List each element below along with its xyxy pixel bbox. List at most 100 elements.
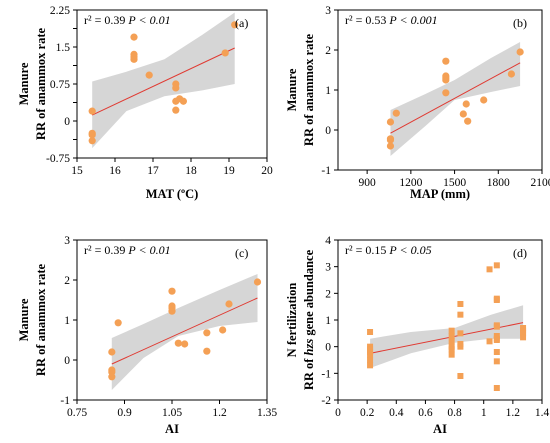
data-point [172,106,180,114]
p-value: P < 0.01 [127,243,170,257]
y-axis-title: N fertilization [285,283,299,358]
data-point [203,347,211,355]
confidence-band [92,12,235,149]
p-value: P < 0.01 [127,13,170,27]
data-point [493,358,500,365]
data-point [516,48,524,56]
data-point [507,70,515,78]
y-tick-label: -0.75 [46,153,70,165]
stat-annotation: r² = 0.15 P < 0.05 [345,243,432,257]
stat-annotation: r² = 0.53 P < 0.001 [345,13,438,27]
data-point [493,323,500,330]
x-tick-label: 0.6 [418,407,433,419]
data-point [172,97,180,105]
panel-label: (b) [513,16,527,30]
y-axis-title-part: hzs [302,339,316,356]
x-tick-label: 19 [223,165,235,177]
data-point [442,57,450,65]
data-point [442,76,450,84]
data-point [493,337,500,343]
y-axis-title: RR of anammox rate [34,27,48,140]
panel-label: (d) [513,246,527,260]
data-point [88,131,96,139]
x-tick-label: 0 [335,407,341,419]
chart-panel-a: 15 16 17 18 19 20 -0.75 0 0.75 1.5 2.25 r² = 0.39 P… [17,5,273,201]
y-axis-title-part: RR of [302,355,316,390]
confidence-band [370,305,524,368]
y-axis-title: RR of hzs gene abundance [302,249,316,390]
data-point [486,266,493,273]
x-tick-label: 1.2 [506,407,521,419]
data-point [367,357,374,363]
y-axis-title-part: gene abundance [302,249,316,338]
r-squared: r² = 0.53 [345,13,389,27]
data-point [448,351,455,358]
y-axis-title: RR of anammox rate [34,263,48,376]
x-tick-label: 1.35 [257,407,277,419]
data-point [367,362,374,369]
data-point [457,343,464,350]
confidence-band [111,274,258,390]
data-point [172,84,180,92]
x-tick-label: 17 [147,165,159,177]
x-tick-label: 1.2 [212,407,227,419]
y-axis-title: Manure [17,298,31,341]
x-tick-label: 15 [71,165,83,177]
data-point [203,329,211,337]
panel-label: (c) [235,246,248,260]
x-axis-title: MAT (ºC) [146,187,199,201]
regression-line [390,62,521,134]
data-point [114,319,122,327]
y-tick-label: 1 [325,315,331,327]
y-tick-label: 3 [64,235,70,247]
data-point [88,107,96,115]
data-point [457,373,464,379]
y-tick-label: 2 [325,288,331,300]
x-axis-title: AI [433,422,447,436]
x-tick-label: 1800 [487,177,510,189]
y-tick-label: -1 [321,368,331,380]
chart-panel-b: 900 1200 1500 1800 2100 -1 0 1 2 3 r² = 0.53 P < 0… [285,5,550,201]
data-point [219,326,227,334]
data-point [448,346,455,353]
data-point [225,300,233,308]
y-tick-label: 0 [64,116,70,128]
data-point [386,142,395,150]
r-squared: r² = 0.39 [84,243,128,257]
data-point [130,55,138,63]
x-tick-label: 900 [359,177,377,189]
stat-annotation: r² = 0.39 P < 0.01 [84,243,171,257]
y-tick-label: 4 [325,235,331,247]
data-point [464,117,472,125]
chart-panel-d: 0 0.2 0.4 0.6 0.8 1 1.2 1.4 -2 -1 0 1 2 3 4 r² = 0.15 P… [285,235,549,436]
data-point [448,338,455,345]
x-tick-label: 0.4 [389,407,404,419]
data-point [457,301,464,307]
data-point [367,351,374,358]
y-tick-label: 0 [64,355,70,367]
stat-annotation: r² = 0.39 P < 0.01 [84,13,171,27]
data-point [493,349,500,355]
y-tick-label: 2 [64,275,70,287]
data-point [108,348,116,356]
r-squared: r² = 0.39 [84,13,128,27]
p-value: P < 0.05 [388,243,431,257]
y-tick-label: 1.5 [56,42,71,54]
y-tick-label: -1 [321,165,331,177]
y-tick-label: -1 [60,395,70,407]
data-point [88,137,96,145]
data-point [442,89,450,97]
x-tick-label: 0.2 [360,407,375,419]
y-tick-label: 0.75 [50,79,70,91]
data-point [386,118,395,126]
x-tick-label: 0.75 [67,407,87,419]
y-tick-label: 3 [325,5,331,17]
y-tick-label: 1 [64,315,70,327]
data-point [181,340,189,348]
p-value: P < 0.001 [388,13,437,27]
y-tick-label: 2 [325,45,331,57]
data-point [493,262,500,269]
x-axis-title: AI [165,422,179,436]
data-point [174,339,182,347]
r-squared: r² = 0.15 [345,243,389,257]
